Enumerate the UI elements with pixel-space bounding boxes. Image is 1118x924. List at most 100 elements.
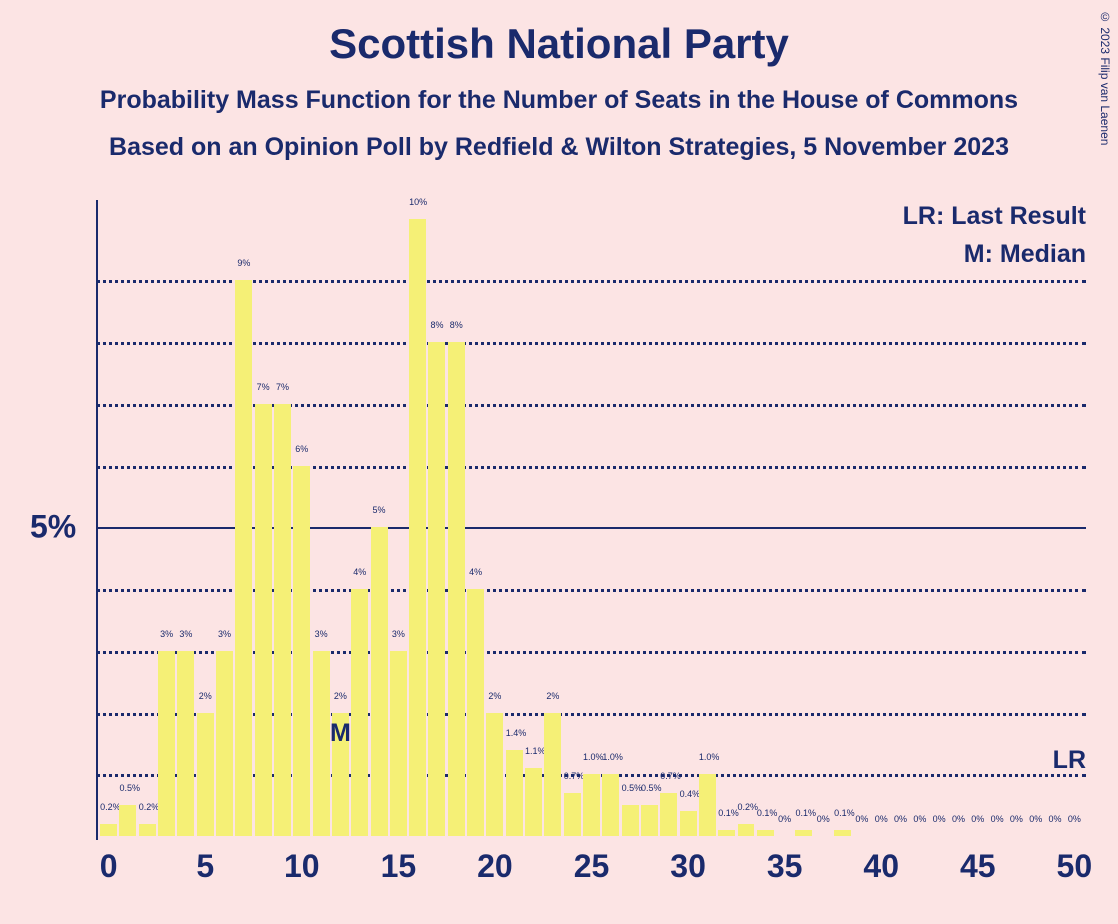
- bar-slot: 8%: [428, 200, 445, 836]
- bar-slot: 1.0%: [602, 200, 619, 836]
- bar-slot: 0%: [1027, 200, 1044, 836]
- bar-slot: 0%: [950, 200, 967, 836]
- bar-slot: 3%: [216, 200, 233, 836]
- bar-slot: 2%: [544, 200, 561, 836]
- bar-value-label: 4%: [467, 567, 484, 577]
- x-tick-label: 25: [574, 848, 610, 885]
- bar-value-label: 1.0%: [602, 752, 619, 762]
- bar: [544, 713, 561, 836]
- bar: [699, 774, 716, 836]
- bar: [139, 824, 156, 836]
- bar-value-label: 0%: [1047, 814, 1064, 824]
- bar: [486, 713, 503, 836]
- bar-value-label: 0%: [1027, 814, 1044, 824]
- bar-slot: 0%: [1008, 200, 1025, 836]
- bar-slot: 7%: [274, 200, 291, 836]
- bar-slot: 6%: [293, 200, 310, 836]
- bar-value-label: 0%: [873, 814, 890, 824]
- bar: [718, 830, 735, 836]
- bar-value-label: 0%: [1008, 814, 1025, 824]
- bar-value-label: 0.7%: [660, 771, 677, 781]
- chart-area: 5% LR: Last Result M: Median LR 0.2%0.5%…: [96, 200, 1096, 880]
- bar-value-label: 0%: [931, 814, 948, 824]
- bar-value-label: 2%: [486, 691, 503, 701]
- bar-value-label: 0%: [950, 814, 967, 824]
- x-tick-label: 15: [381, 848, 417, 885]
- bar-value-label: 0.2%: [100, 802, 117, 812]
- bar-slot: 2%: [486, 200, 503, 836]
- bar: [622, 805, 639, 836]
- bars-area: 0.2%0.5%0.2%3%3%2%3%9%7%7%6%3%2%4%5%3%10…: [99, 200, 1084, 836]
- bar: [177, 651, 194, 836]
- bar-value-label: 0%: [853, 814, 870, 824]
- bar-value-label: 0.4%: [680, 789, 697, 799]
- bar-slot: 0.1%: [718, 200, 735, 836]
- bar-value-label: 0.5%: [641, 783, 658, 793]
- bar: [371, 527, 388, 836]
- bar-slot: 3%: [313, 200, 330, 836]
- bar-slot: 4%: [351, 200, 368, 836]
- bar-value-label: 0.1%: [718, 808, 735, 818]
- x-tick-label: 0: [100, 848, 118, 885]
- bar: [795, 830, 812, 836]
- bar: [680, 811, 697, 836]
- bar: [467, 589, 484, 836]
- bar-slot: 0%: [776, 200, 793, 836]
- bar: [834, 830, 851, 836]
- bar-slot: 0.5%: [641, 200, 658, 836]
- bar-slot: 0%: [873, 200, 890, 836]
- bar-value-label: 3%: [313, 629, 330, 639]
- bar-slot: 0%: [815, 200, 832, 836]
- bar-slot: 0.1%: [795, 200, 812, 836]
- bar-slot: 0%: [989, 200, 1006, 836]
- x-tick-label: 45: [960, 848, 996, 885]
- bar-value-label: 0.1%: [757, 808, 774, 818]
- bar-value-label: 8%: [448, 320, 465, 330]
- bar: [351, 589, 368, 836]
- bar-value-label: 3%: [158, 629, 175, 639]
- bar: [525, 768, 542, 836]
- bar: [660, 793, 677, 836]
- bar-value-label: 2%: [332, 691, 349, 701]
- x-tick-label: 5: [196, 848, 214, 885]
- bar-value-label: 1.1%: [525, 746, 542, 756]
- x-tick-label: 40: [863, 848, 899, 885]
- bar-slot: 4%: [467, 200, 484, 836]
- bar: [293, 466, 310, 836]
- bar: [428, 342, 445, 836]
- chart-subtitle-1: Probability Mass Function for the Number…: [0, 86, 1118, 115]
- bar-slot: 10%: [409, 200, 426, 836]
- y-axis: [96, 200, 98, 840]
- bar: [216, 651, 233, 836]
- bar: [448, 342, 465, 836]
- bar-slot: 2%: [197, 200, 214, 836]
- bar-value-label: 0%: [1066, 814, 1083, 824]
- x-tick-label: 50: [1057, 848, 1093, 885]
- bar-value-label: 2%: [544, 691, 561, 701]
- bar: [235, 280, 252, 836]
- median-marker: M: [330, 719, 351, 748]
- bar-value-label: 0.2%: [139, 802, 156, 812]
- bar-value-label: 7%: [255, 382, 272, 392]
- x-tick-label: 35: [767, 848, 803, 885]
- bar-value-label: 5%: [371, 505, 388, 515]
- bar-slot: 0%: [911, 200, 928, 836]
- copyright-text: © 2023 Filip van Laenen: [1098, 10, 1112, 145]
- bar-value-label: 0.5%: [119, 783, 136, 793]
- bar-slot: 5%: [371, 200, 388, 836]
- bar-value-label: 0%: [776, 814, 793, 824]
- bar: [738, 824, 755, 836]
- bar-value-label: 0%: [815, 814, 832, 824]
- bar: [506, 750, 523, 836]
- bar-slot: 3%: [390, 200, 407, 836]
- bar-slot: 0%: [969, 200, 986, 836]
- bar-slot: 3%: [177, 200, 194, 836]
- bar-slot: 1.0%: [699, 200, 716, 836]
- bar-slot: 1.0%: [583, 200, 600, 836]
- bar-value-label: 10%: [409, 197, 426, 207]
- bar-slot: 0.2%: [738, 200, 755, 836]
- bar-slot: 1.1%: [525, 200, 542, 836]
- bar: [313, 651, 330, 836]
- bar-value-label: 3%: [390, 629, 407, 639]
- bar-value-label: 0.1%: [834, 808, 851, 818]
